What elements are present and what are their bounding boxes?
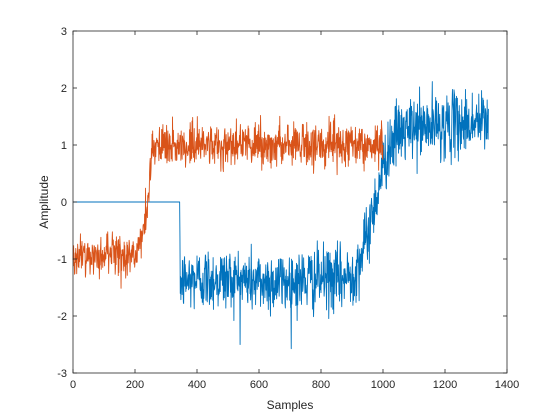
y-tick-label: -3 <box>57 368 67 380</box>
series-line <box>72 81 489 350</box>
y-tick-label: 2 <box>61 83 67 95</box>
x-tick-label: 800 <box>312 379 330 391</box>
series-layer <box>72 81 489 350</box>
x-tick-label: 400 <box>188 379 206 391</box>
y-tick-label: 1 <box>61 140 67 152</box>
y-ticks: -3 -2 -1 0 1 2 3 <box>57 26 507 380</box>
x-tick-label: 200 <box>126 379 144 391</box>
x-axis-label: Samples <box>267 398 314 412</box>
y-tick-label: 0 <box>61 197 67 209</box>
y-axis-label: Amplitude <box>37 175 51 229</box>
x-tick-label: 1200 <box>433 379 457 391</box>
x-tick-label: 1000 <box>371 379 395 391</box>
x-tick-label: 1400 <box>495 379 519 391</box>
y-tick-label: -2 <box>57 311 67 323</box>
y-tick-label: -1 <box>57 254 67 266</box>
y-tick-label: 3 <box>61 26 67 38</box>
x-tick-label: 0 <box>70 379 76 391</box>
series-line <box>72 114 384 289</box>
x-tick-label: 600 <box>250 379 268 391</box>
x-ticks: 0 200 400 600 800 1000 1200 1400 <box>70 31 519 391</box>
